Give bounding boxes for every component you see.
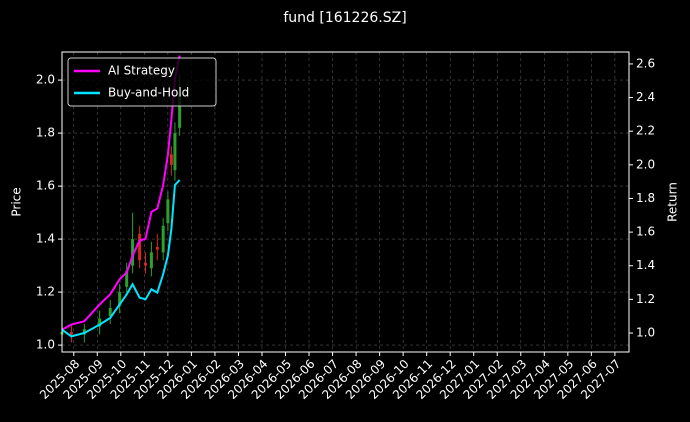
plot-frame bbox=[61, 51, 630, 353]
candle-body bbox=[108, 308, 112, 316]
y2-tick-label: 1.6 bbox=[636, 225, 655, 239]
candle-body bbox=[178, 93, 182, 128]
y2-tick-label: 1.2 bbox=[636, 292, 655, 306]
y-tick-label: 1.4 bbox=[36, 232, 55, 246]
candle-body bbox=[98, 318, 102, 327]
y-tick-label: 1.0 bbox=[36, 338, 55, 352]
y2-tick-label: 2.4 bbox=[636, 90, 655, 104]
legend-box bbox=[67, 57, 217, 107]
y2-tick-label: 1.0 bbox=[636, 325, 655, 339]
candle-body bbox=[69, 331, 73, 335]
legend-label: AI Strategy bbox=[108, 64, 175, 78]
candle-body bbox=[149, 252, 153, 269]
chart-title: fund [161226.SZ] bbox=[283, 10, 406, 26]
line-series bbox=[61, 179, 181, 338]
candle-body bbox=[118, 292, 122, 306]
candle-body bbox=[173, 133, 177, 171]
candle-body bbox=[125, 270, 129, 287]
candle-body bbox=[131, 239, 135, 266]
y2-tick-label: 1.4 bbox=[636, 258, 655, 272]
candle-body bbox=[166, 199, 170, 224]
y-axis-label: Price bbox=[10, 187, 24, 216]
candle-body bbox=[138, 233, 142, 261]
candle-body bbox=[144, 262, 148, 266]
y2-axis-label: Return bbox=[666, 182, 680, 222]
y2-tick-label: 2.6 bbox=[636, 56, 655, 70]
y-tick-label: 1.2 bbox=[36, 285, 55, 299]
legend-label: Buy-and-Hold bbox=[108, 86, 189, 100]
y2-tick-label: 2.2 bbox=[636, 124, 655, 138]
y-tick-label: 1.6 bbox=[36, 179, 55, 193]
y-tick-label: 2.0 bbox=[36, 73, 55, 87]
y-tick-label: 1.8 bbox=[36, 126, 55, 140]
line-series bbox=[61, 55, 181, 331]
candle-body bbox=[155, 247, 159, 250]
y2-tick-label: 2.0 bbox=[636, 157, 655, 171]
candle-body bbox=[161, 225, 165, 253]
candle-body bbox=[169, 154, 173, 165]
y2-tick-label: 1.8 bbox=[636, 191, 655, 205]
